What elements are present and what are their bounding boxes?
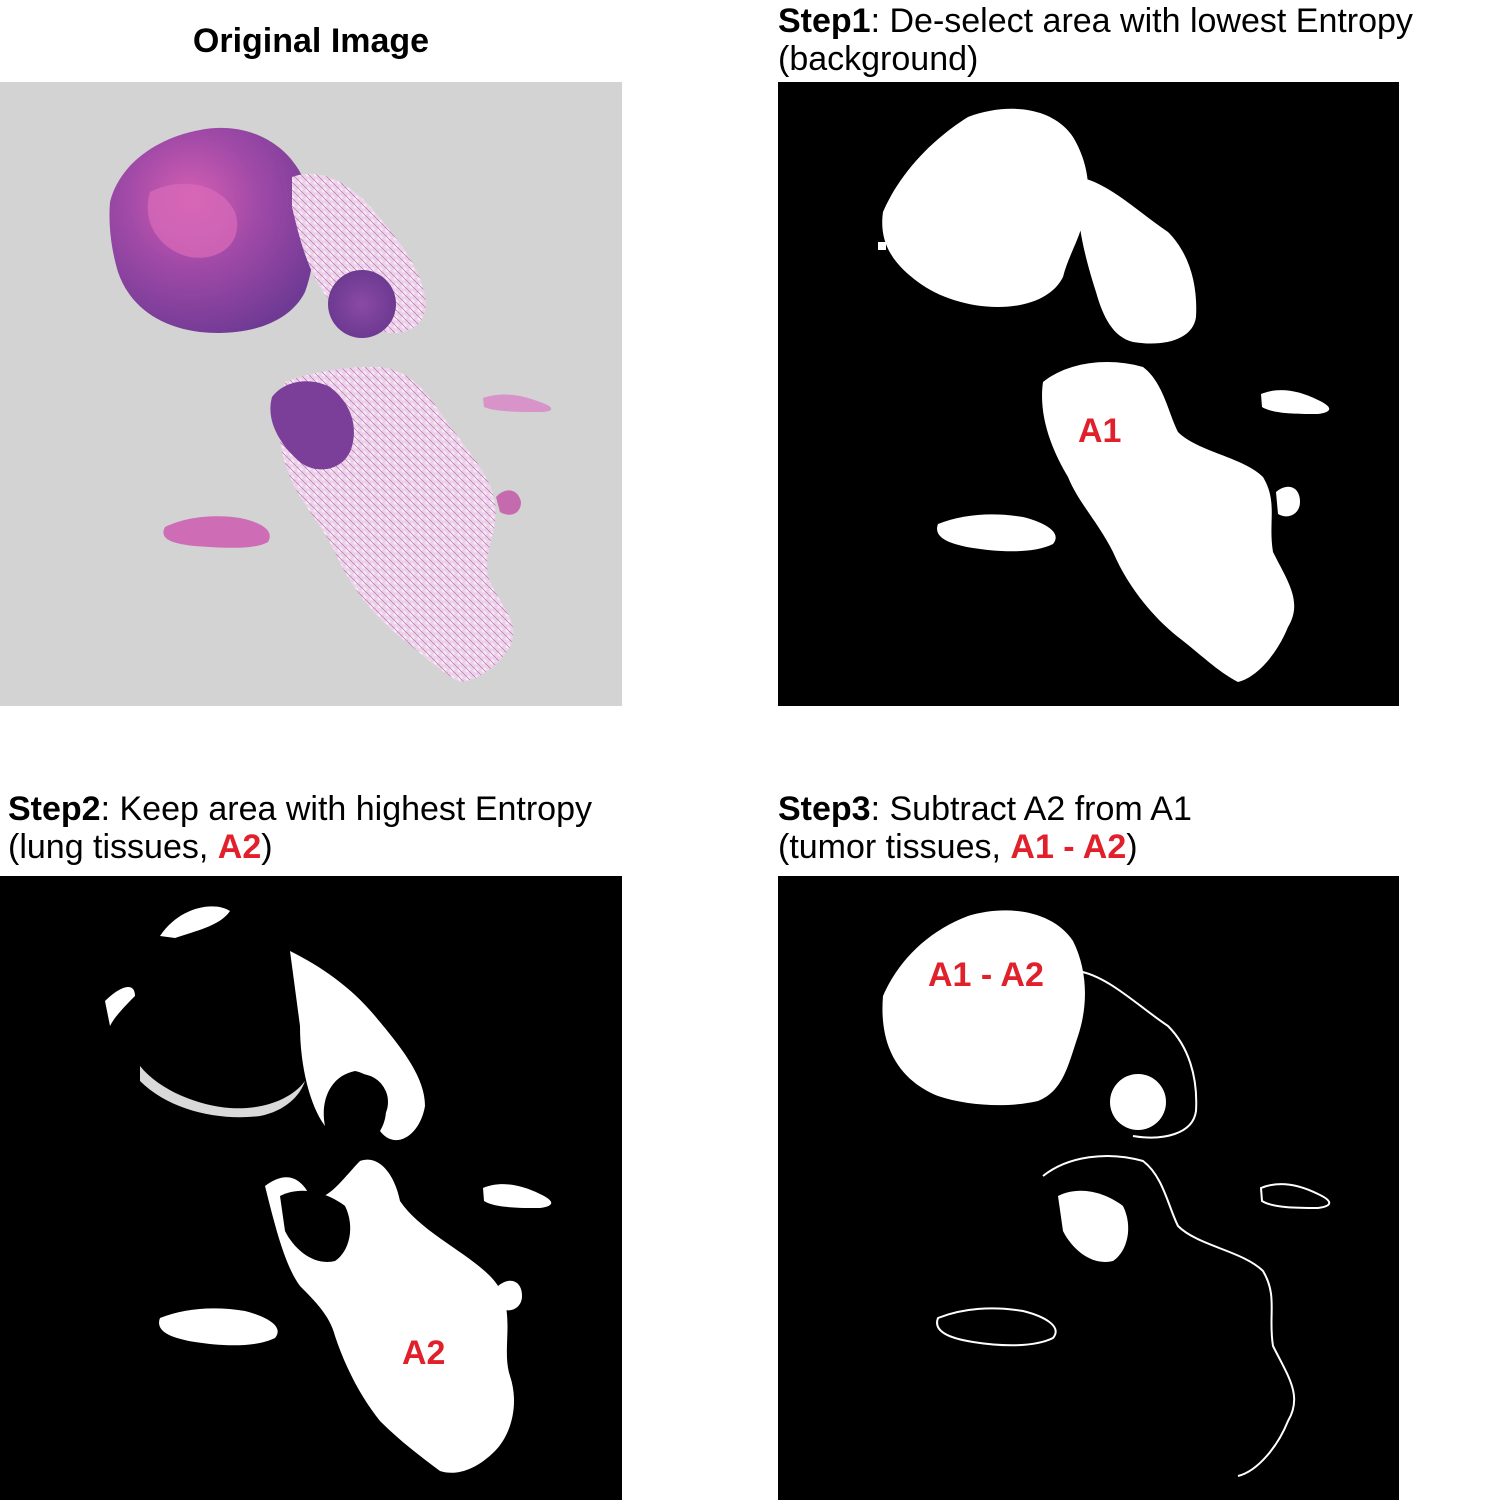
step2-mask-image: A2 — [0, 876, 622, 1500]
step3-region-label: A1 - A2 — [928, 956, 1044, 994]
step2-mask-svg: A2 — [0, 876, 622, 1500]
step1-mask-svg: A1 — [778, 82, 1399, 706]
tissue-fragment-left — [163, 516, 270, 548]
step2-subtitle: (lung tissues, A2) — [8, 828, 273, 866]
step1-mask-image: A1 — [778, 82, 1399, 706]
step1-region-label: A1 — [1078, 412, 1121, 450]
nodule — [328, 270, 396, 338]
step3-subtitle: (tumor tissues, A1 - A2) — [778, 828, 1138, 866]
original-image-title: Original Image — [192, 22, 430, 60]
step1-title: Step1: De-select area with lowest Entrop… — [778, 2, 1413, 78]
step2-label: Step2 — [8, 790, 101, 828]
step2-a2-highlight: A2 — [217, 828, 262, 866]
step2-region-label: A2 — [402, 1334, 445, 1372]
step3-mask-svg: A1 - A2 — [778, 876, 1399, 1500]
step3-a1-a2-highlight: A1 - A2 — [1010, 828, 1127, 866]
tissue-fragment-right — [483, 394, 552, 412]
step3-title: Step3: Subtract A2 from A1 (tumor tissue… — [778, 790, 1192, 866]
step2-title: Step2: Keep area with highest Entropy (l… — [8, 790, 592, 866]
step1-subtitle: (background) — [778, 40, 979, 78]
step3-mask-image: A1 - A2 — [778, 876, 1399, 1500]
original-slide-svg — [0, 82, 622, 706]
original-slide-image — [0, 82, 622, 706]
step1-description: : De-select area with lowest Entropy — [870, 2, 1413, 40]
step2-description: : Keep area with highest Entropy — [100, 790, 592, 828]
step1-label: Step1 — [778, 2, 871, 40]
step3-description: : Subtract A2 from A1 — [870, 790, 1192, 828]
step3-label: Step3 — [778, 790, 871, 828]
tissue-fragment-small — [496, 490, 521, 515]
